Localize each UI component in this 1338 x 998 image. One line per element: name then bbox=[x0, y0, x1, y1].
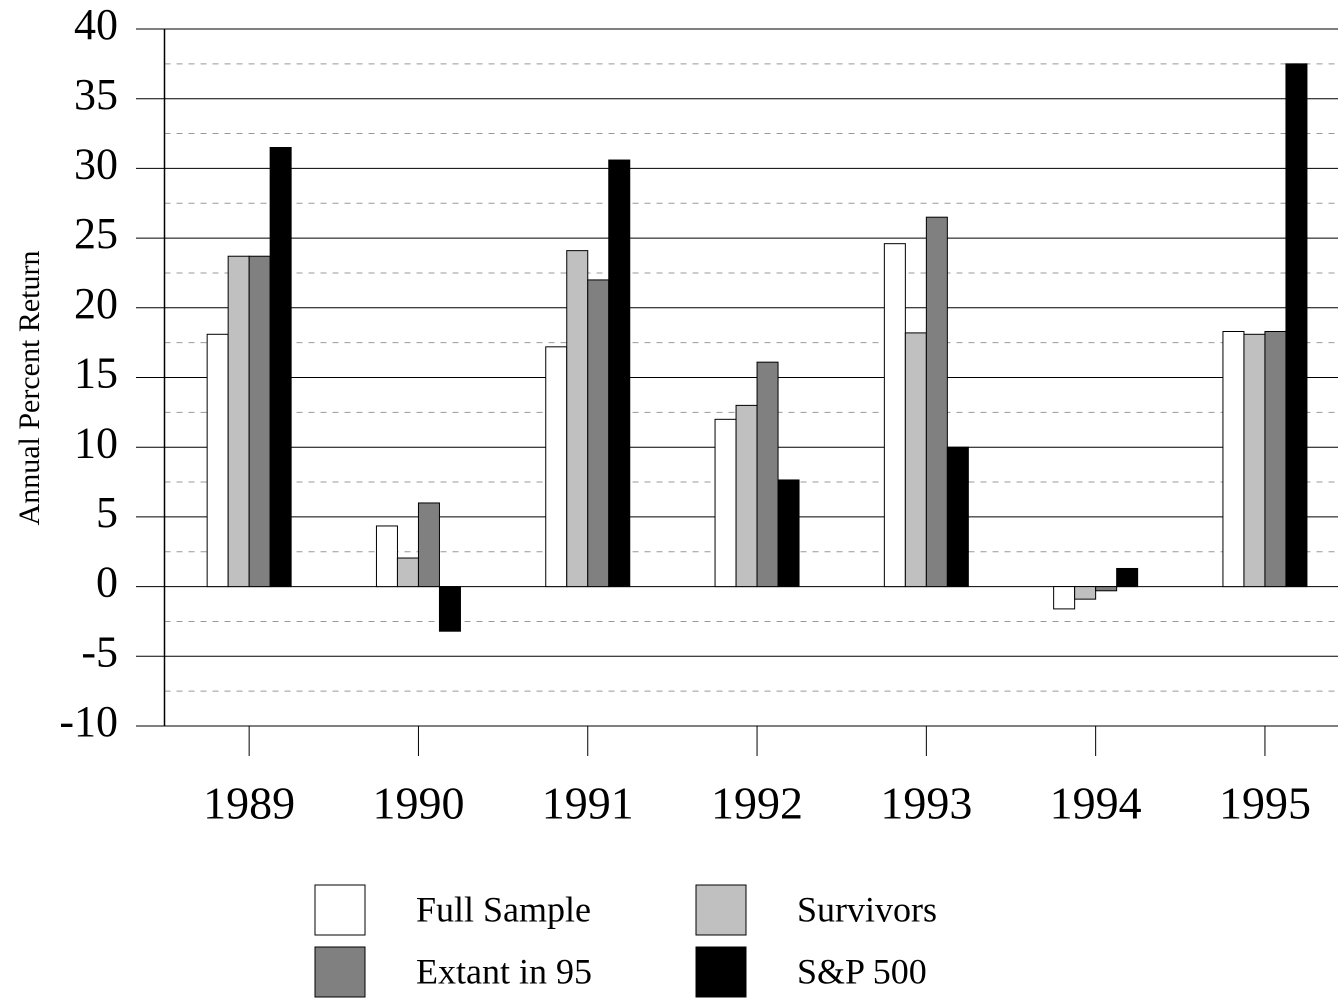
y-tick-label: 5 bbox=[96, 488, 118, 537]
bar bbox=[1116, 567, 1139, 588]
bar bbox=[396, 557, 419, 588]
bar bbox=[735, 404, 758, 588]
y-tick-label: 40 bbox=[74, 0, 118, 49]
bar bbox=[1264, 330, 1287, 588]
legend-swatch bbox=[695, 946, 747, 998]
bar bbox=[375, 525, 398, 588]
legend-label: S&P 500 bbox=[797, 951, 927, 991]
y-tick-label: 10 bbox=[74, 418, 118, 467]
bar bbox=[946, 446, 969, 588]
bar bbox=[714, 418, 737, 588]
legend-label: Extant in 95 bbox=[416, 951, 592, 991]
bar bbox=[227, 255, 250, 588]
legend-label: Survivors bbox=[797, 889, 937, 929]
y-tick-label: 20 bbox=[74, 279, 118, 328]
legend-swatch bbox=[314, 946, 366, 998]
bar bbox=[1285, 63, 1308, 588]
bar bbox=[904, 332, 927, 588]
y-tick-label: 0 bbox=[96, 558, 118, 607]
x-tick-label: 1992 bbox=[711, 778, 803, 829]
bar bbox=[206, 333, 229, 588]
bar bbox=[417, 502, 440, 588]
bar bbox=[756, 361, 779, 588]
bar bbox=[1243, 333, 1266, 588]
bar bbox=[1222, 330, 1245, 588]
y-tick-label: 30 bbox=[74, 139, 118, 188]
bar bbox=[1074, 586, 1097, 600]
x-tick-label: 1990 bbox=[372, 778, 464, 829]
bar bbox=[777, 479, 800, 588]
y-tick-label: -10 bbox=[59, 697, 118, 746]
bar bbox=[438, 586, 461, 632]
y-axis-label: Annual Percent Return bbox=[13, 251, 46, 526]
bar bbox=[1053, 586, 1076, 610]
legend-label: Full Sample bbox=[416, 889, 591, 929]
bar bbox=[1095, 586, 1118, 592]
x-tick-label: 1995 bbox=[1219, 778, 1311, 829]
bar bbox=[566, 250, 589, 588]
bar bbox=[925, 216, 948, 588]
bar bbox=[269, 146, 292, 588]
bar bbox=[587, 279, 610, 588]
bar bbox=[608, 159, 631, 588]
x-tick-label: 1989 bbox=[203, 778, 295, 829]
y-tick-label: 25 bbox=[74, 209, 118, 258]
y-tick-label: -5 bbox=[81, 627, 118, 676]
bar bbox=[883, 243, 906, 588]
y-tick-label: 35 bbox=[74, 70, 118, 119]
x-tick-label: 1994 bbox=[1050, 778, 1142, 829]
bar bbox=[248, 255, 271, 588]
x-tick-label: 1991 bbox=[542, 778, 634, 829]
legend-swatch bbox=[695, 884, 747, 936]
x-tick-label: 1993 bbox=[880, 778, 972, 829]
bar bbox=[545, 346, 568, 588]
y-tick-label: 15 bbox=[74, 349, 118, 398]
legend-swatch bbox=[314, 884, 366, 936]
